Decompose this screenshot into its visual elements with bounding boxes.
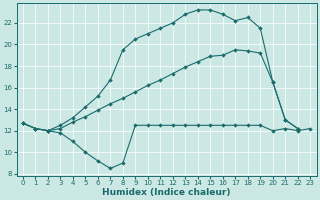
X-axis label: Humidex (Indice chaleur): Humidex (Indice chaleur): [102, 188, 231, 197]
